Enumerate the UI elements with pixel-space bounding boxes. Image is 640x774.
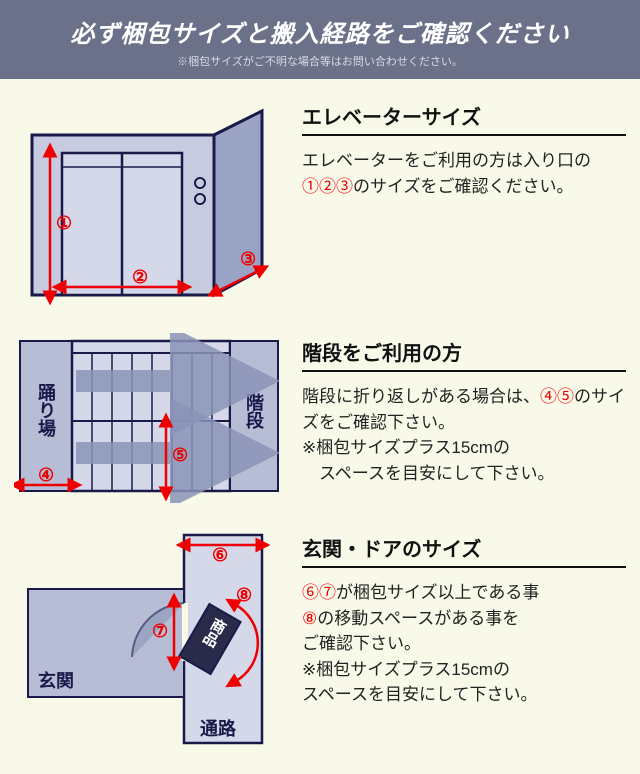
elevator-text: エレベーターサイズ エレベーターをご利用の方は入り口の①②③のサイズをご確認くだ… (302, 97, 626, 307)
mark-8: ⑧ (236, 585, 252, 605)
header-title: 必ず梱包サイズと搬入経路をご確認ください (10, 14, 630, 49)
mark-7: ⑦ (152, 621, 168, 641)
header-subtitle: ※梱包サイズがご不明な場合等はお問い合わせください。 (10, 53, 630, 69)
mark-3: ③ (240, 249, 256, 269)
mark-2: ② (132, 267, 148, 287)
label-stairs: 階段 (244, 393, 264, 430)
mark-1: ① (56, 213, 72, 233)
banner-header: 必ず梱包サイズと搬入経路をご確認ください ※梱包サイズがご不明な場合等はお問い合… (0, 0, 640, 79)
door-text: 玄関・ドアのサイズ ⑥⑦が梱包サイズ以上である事 ⑧の移動スペースがある事を ご… (302, 529, 626, 749)
elevator-diagram: ① ② ③ (14, 97, 284, 307)
stairs-body: 階段に折り返しがある場合は、④⑤のサイズをご確認下さい。 ※梱包サイズプラス15… (302, 384, 626, 486)
elevator-heading: エレベーターサイズ (302, 101, 626, 136)
section-stairs: 踊り場 階段 ④ ⑤ 階段をご利用の方 階段に折り返しがある (0, 315, 640, 511)
door-diagram: 玄関 商品 通路 ⑥ ⑦ ⑧ (14, 529, 284, 749)
mark-4: ④ (38, 465, 54, 485)
stairs-diagram: 踊り場 階段 ④ ⑤ (14, 333, 284, 503)
door-heading: 玄関・ドアのサイズ (302, 533, 626, 568)
stairs-heading: 階段をご利用の方 (302, 337, 626, 372)
section-elevator: ① ② ③ エレベーターサイズ エレベーターをご利用の方は入り口の①②③のサイズ… (0, 79, 640, 315)
mark-6: ⑥ (212, 545, 228, 565)
section-door: 玄関 商品 通路 ⑥ ⑦ ⑧ 玄関・ドアのサイズ ⑥⑦が梱包サイズ以上である事 … (0, 511, 640, 757)
stairs-text: 階段をご利用の方 階段に折り返しがある場合は、④⑤のサイズをご確認下さい。 ※梱… (302, 333, 626, 503)
label-entrance: 玄関 (38, 670, 74, 691)
mark-5: ⑤ (172, 445, 188, 465)
label-landing: 踊り場 (36, 383, 56, 438)
label-corridor: 通路 (200, 718, 237, 739)
elevator-body: エレベーターをご利用の方は入り口の①②③のサイズをご確認ください。 (302, 148, 626, 199)
door-body: ⑥⑦が梱包サイズ以上である事 ⑧の移動スペースがある事を ご確認下さい。 ※梱包… (302, 580, 626, 708)
